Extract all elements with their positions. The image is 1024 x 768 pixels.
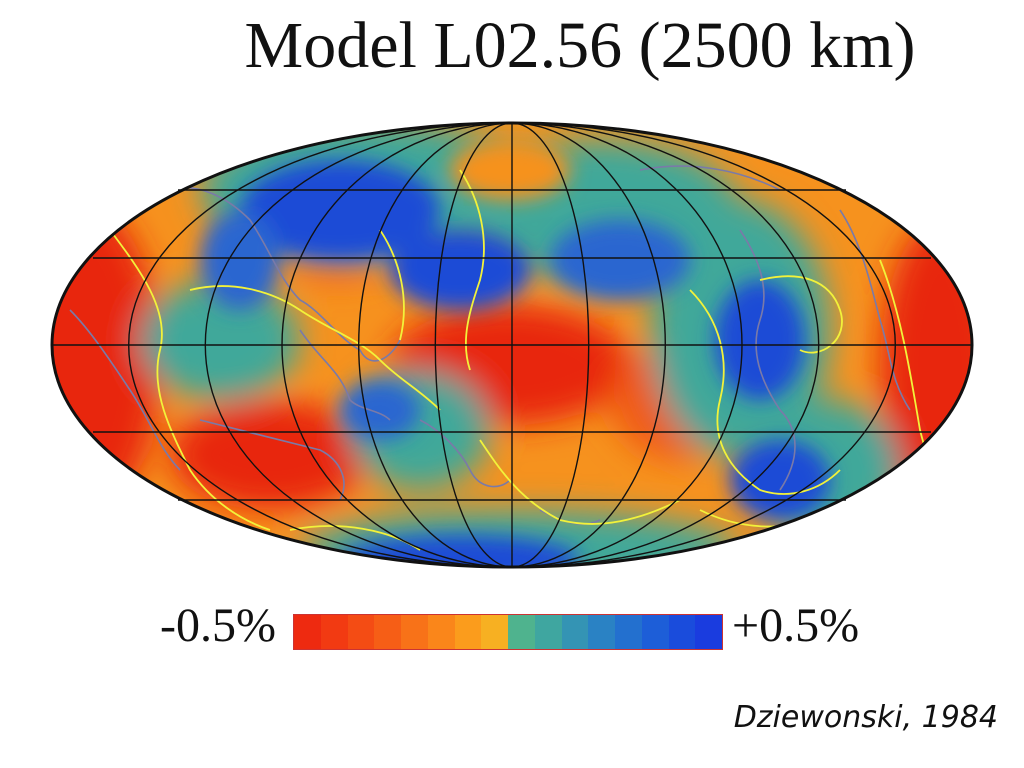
colorbar-swatch xyxy=(508,615,535,649)
colorbar-swatch xyxy=(401,615,428,649)
colorbar-swatch xyxy=(294,615,321,649)
tomography-map xyxy=(40,110,984,580)
colorbar-max-label: +0.5% xyxy=(732,599,860,652)
colorbar-swatch xyxy=(320,615,348,649)
plate-boundaries xyxy=(109,169,961,551)
colorbar-swatch xyxy=(534,615,562,649)
colorbar-swatch xyxy=(454,615,482,649)
colorbar-swatch xyxy=(668,615,696,649)
credit-citation: Dziewonski, 1984 xyxy=(733,700,998,735)
colorbar-swatch xyxy=(427,615,455,649)
colorbar-min-label: -0.5% xyxy=(160,599,276,652)
colorbar xyxy=(293,614,723,650)
colorbar-swatch xyxy=(374,615,401,649)
colorbar-swatch xyxy=(641,615,669,649)
colorbar-swatch xyxy=(481,615,508,649)
colorbar-swatch xyxy=(615,615,642,649)
map-title: Model L02.56 (2500 km) xyxy=(244,9,916,82)
graticule xyxy=(50,121,974,569)
colorbar-swatch xyxy=(347,615,375,649)
colorbar-swatch xyxy=(588,615,615,649)
colorbar-swatch xyxy=(695,615,722,649)
mollweide-map xyxy=(50,121,974,569)
colorbar-swatch xyxy=(561,615,589,649)
